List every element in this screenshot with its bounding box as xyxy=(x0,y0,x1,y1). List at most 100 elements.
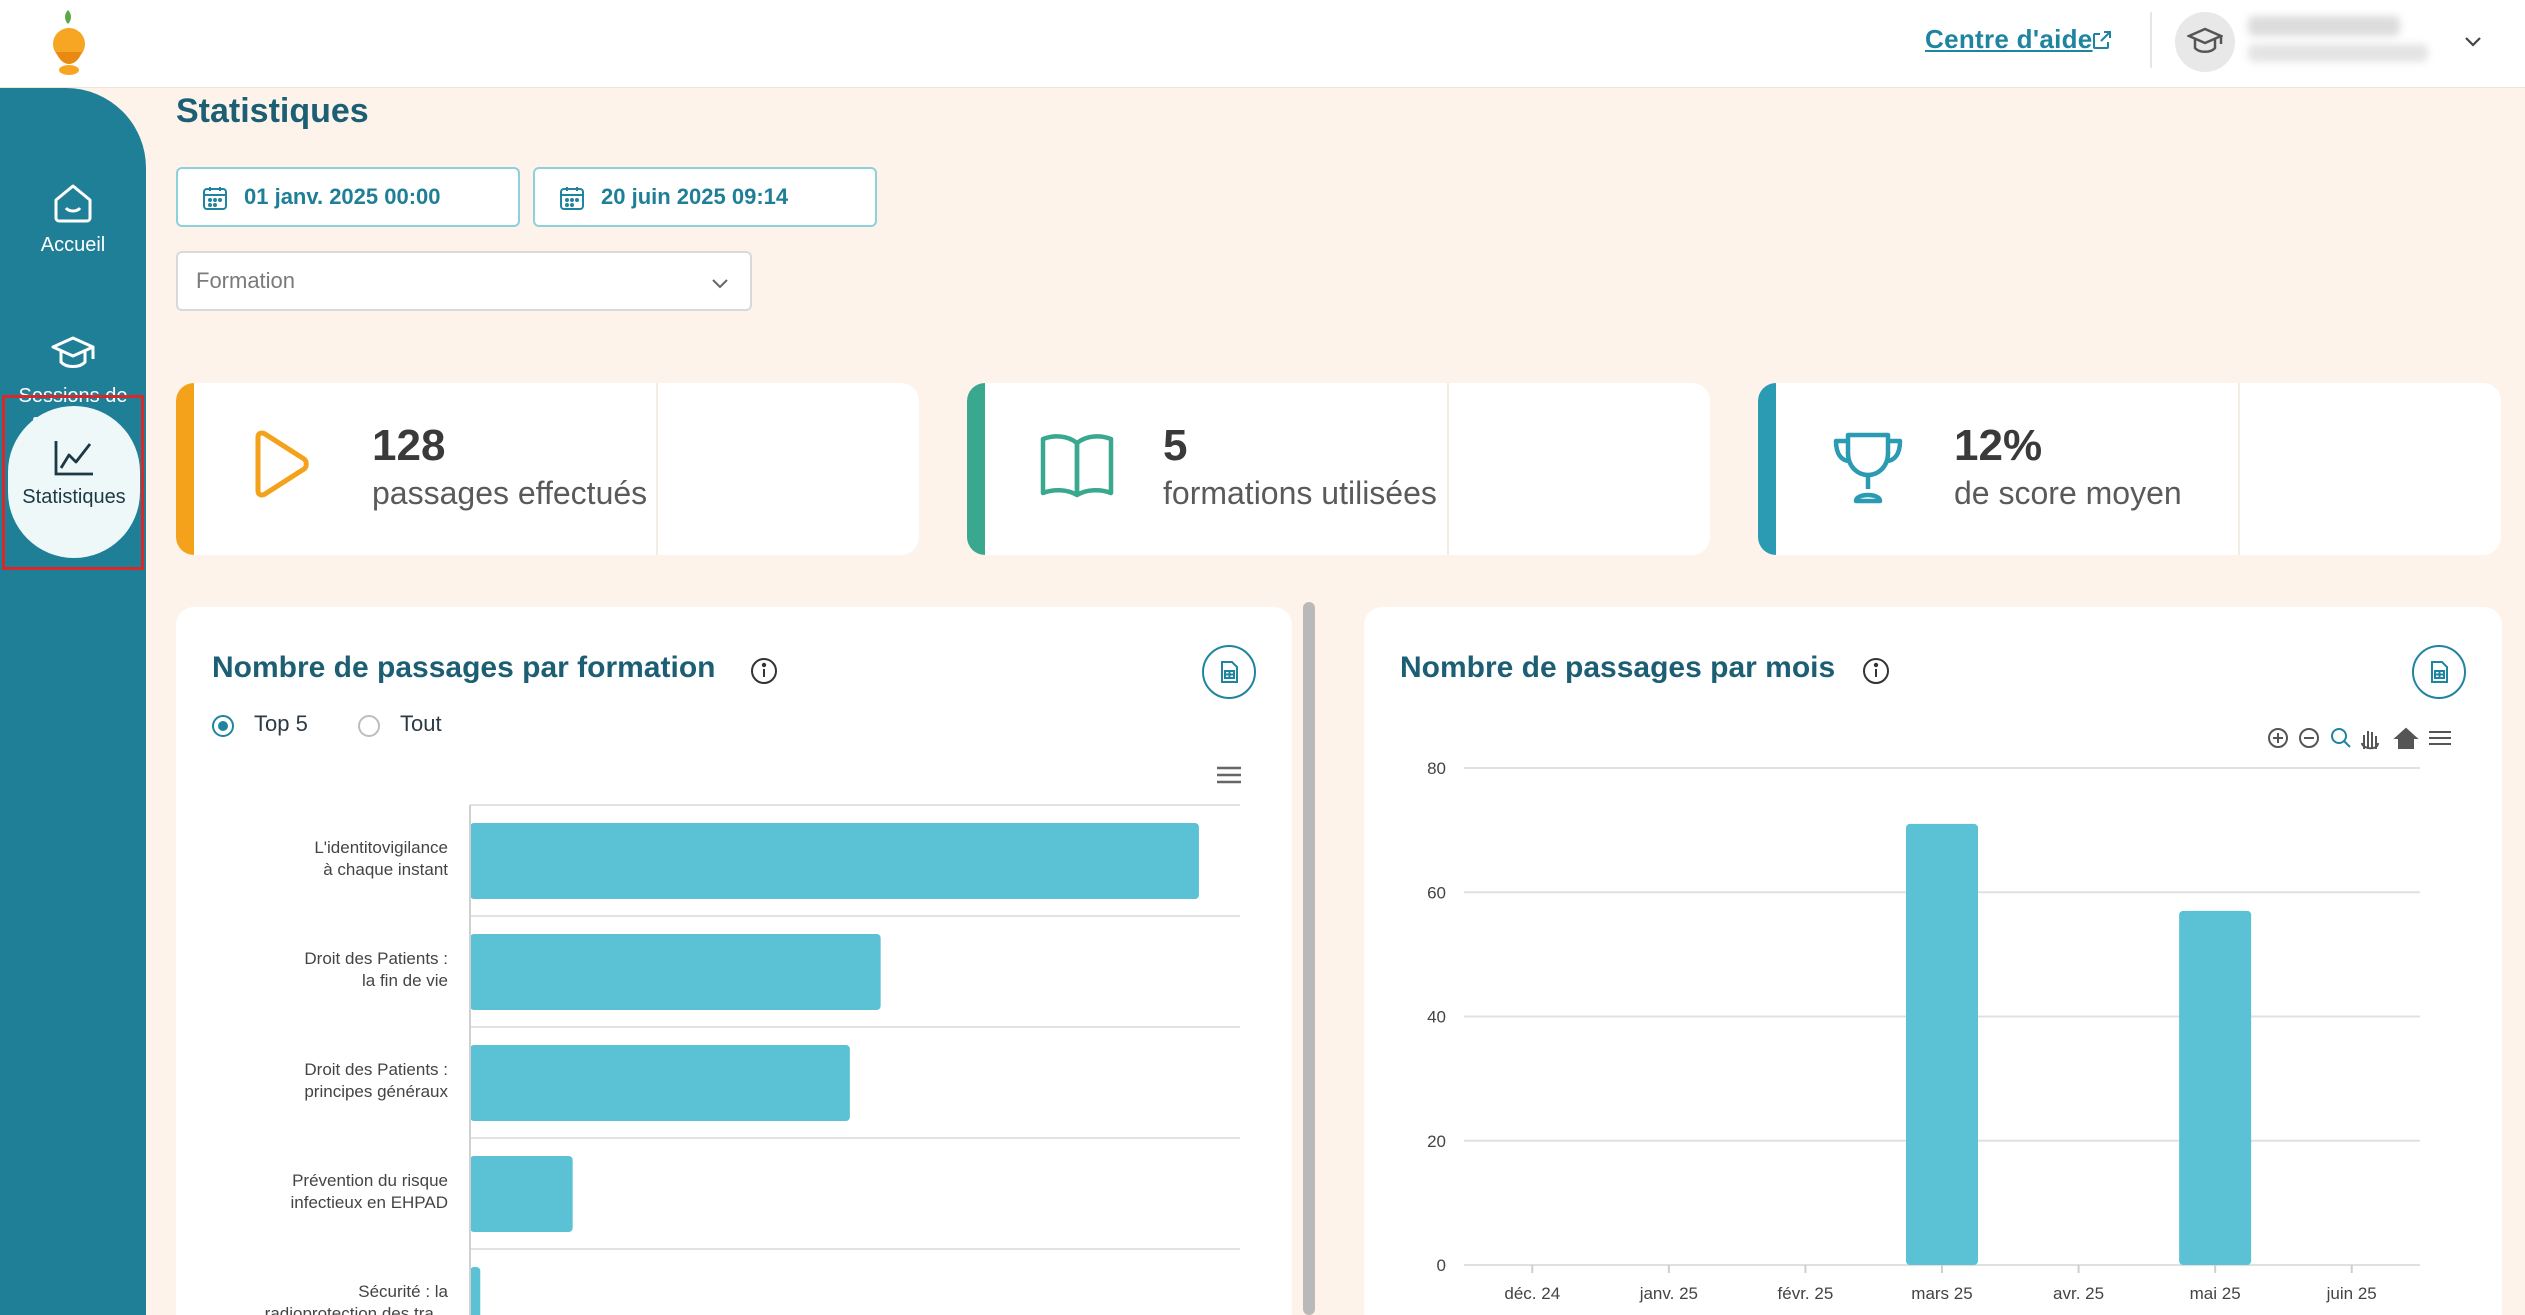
kpi-divider xyxy=(656,383,658,555)
bar xyxy=(470,1045,850,1121)
trophy-icon xyxy=(1833,432,1903,504)
radio-all-label: Tout xyxy=(400,711,442,736)
sidebar-item-label: Statistiques xyxy=(22,486,126,508)
category-label: L'identitovigilance xyxy=(314,838,448,857)
spreadsheet-icon xyxy=(1221,661,1238,683)
category-label: Droit des Patients : xyxy=(304,1060,448,1079)
kpi-accent-bar xyxy=(1758,383,1776,555)
category-label: la fin de vie xyxy=(362,971,448,990)
scrollbar-thumb[interactable] xyxy=(1303,602,1315,1315)
category-label: Prévention du risque xyxy=(292,1171,448,1190)
book-icon xyxy=(1040,434,1114,498)
chart-menu-icon[interactable] xyxy=(1216,765,1242,785)
chart-toolbar xyxy=(2268,727,2451,750)
end-date-value: 20 juin 2025 09:14 xyxy=(601,184,789,209)
kpi-card-formations: 5 formations utilisées xyxy=(967,383,1710,555)
bar xyxy=(470,1267,481,1315)
bar xyxy=(2179,910,2252,1265)
category-label: à chaque instant xyxy=(323,860,448,879)
formation-select[interactable]: Formation xyxy=(176,251,752,311)
kpi-label: de score moyen xyxy=(1954,475,2182,511)
category-label: Sécurité : la xyxy=(358,1282,448,1301)
kpi-value: 128 xyxy=(372,421,446,470)
kpi-divider xyxy=(2238,383,2240,555)
formation-select-placeholder: Formation xyxy=(196,268,296,293)
reset-home-icon[interactable] xyxy=(2393,727,2419,749)
kpi-divider xyxy=(1447,383,1449,555)
y-tick-label: 20 xyxy=(1427,1132,1446,1151)
y-tick-label: 0 xyxy=(1437,1256,1446,1275)
export-spreadsheet-button[interactable] xyxy=(1202,645,1256,699)
help-center-link[interactable]: Centre d'aide xyxy=(1925,24,2093,54)
zoom-in-icon[interactable] xyxy=(2268,728,2288,748)
page-title: Statistiques xyxy=(176,92,369,130)
category-label: radioprotection des tra... xyxy=(265,1304,448,1315)
info-icon[interactable] xyxy=(750,657,778,685)
kpi-accent-bar xyxy=(176,383,194,555)
start-date-picker[interactable]: 01 janv. 2025 00:00 xyxy=(176,167,520,227)
sidebar-item-statistiques[interactable]: Statistiques xyxy=(8,406,140,558)
avatar[interactable] xyxy=(2175,12,2235,72)
x-tick-label: avr. 25 xyxy=(2053,1284,2104,1303)
x-tick-label: mars 25 xyxy=(1911,1284,1972,1303)
bar xyxy=(1906,823,1978,1265)
bar xyxy=(470,1156,573,1232)
sidebar: Accueil Sessions de formation xyxy=(0,88,146,1315)
x-tick-label: mai 25 xyxy=(2190,1284,2241,1303)
kpi-label: formations utilisées xyxy=(1163,475,1437,511)
chart-panel-per-formation: Nombre de passages par formation Top 5 T… xyxy=(176,607,1292,1315)
chart-title: Nombre de passages par mois xyxy=(1400,651,1836,684)
export-spreadsheet-button[interactable] xyxy=(2412,645,2466,699)
kpi-label: passages effectués xyxy=(372,475,648,511)
chart-line-icon xyxy=(54,441,93,476)
radio-top5[interactable] xyxy=(212,715,234,737)
chevron-down-icon xyxy=(712,279,728,289)
kpi-accent-bar xyxy=(967,383,985,555)
x-tick-label: juin 25 xyxy=(2326,1284,2377,1303)
top-header: Centre d'aide xyxy=(0,0,2525,88)
radio-top5-label: Top 5 xyxy=(254,711,308,736)
chevron-down-icon[interactable] xyxy=(2462,30,2484,52)
horizontal-bar-chart: L'identitovigilance à chaque instant Droit… xyxy=(265,804,1240,1315)
calendar-icon xyxy=(560,187,584,210)
sidebar-item-label: Accueil xyxy=(40,234,106,256)
home-icon xyxy=(54,184,92,223)
zoom-out-icon[interactable] xyxy=(2299,728,2319,748)
x-tick-label: déc. 24 xyxy=(1504,1284,1560,1303)
user-org-blurred xyxy=(2248,44,2428,62)
spreadsheet-icon xyxy=(2431,661,2448,683)
play-icon xyxy=(255,430,309,498)
y-tick-label: 40 xyxy=(1427,1008,1446,1027)
x-tick-label: févr. 25 xyxy=(1778,1284,1834,1303)
kpi-card-passages: 128 passages effectués xyxy=(176,383,919,555)
x-tick-label: janv. 25 xyxy=(1639,1284,1698,1303)
end-date-picker[interactable]: 20 juin 2025 09:14 xyxy=(533,167,877,227)
category-label: Droit des Patients : xyxy=(304,949,448,968)
pan-hand-icon[interactable] xyxy=(2361,731,2379,750)
bar xyxy=(470,823,1199,899)
info-icon[interactable] xyxy=(1862,657,1890,685)
start-date-value: 01 janv. 2025 00:00 xyxy=(244,184,441,209)
vertical-bar-chart: 0 20 40 60 80 déc. 24 janv. 25 févr. 25 mars 25 a… xyxy=(1427,759,2420,1303)
active-item-highlight xyxy=(2,395,144,570)
chart-panel-per-month: 0 20 40 60 80 déc. 24 janv. 25 févr. 25 mars 25 a… xyxy=(1364,607,2502,1315)
y-tick-label: 80 xyxy=(1427,759,1446,778)
bar xyxy=(470,934,881,1010)
kpi-value: 12% xyxy=(1954,421,2043,470)
orange-fruit-logo[interactable] xyxy=(44,6,94,80)
category-label: principes généraux xyxy=(304,1082,448,1101)
y-tick-label: 60 xyxy=(1427,883,1446,902)
external-link-icon xyxy=(2093,31,2111,49)
kpi-value: 5 xyxy=(1163,421,1188,470)
chart-menu-icon[interactable] xyxy=(2429,731,2451,745)
header-divider xyxy=(2150,12,2152,68)
kpi-card-score: 12% de score moyen xyxy=(1758,383,2501,555)
radio-all[interactable] xyxy=(358,715,380,737)
chart-title: Nombre de passages par formation xyxy=(212,651,716,684)
user-name-blurred xyxy=(2248,16,2400,36)
graduation-cap-icon xyxy=(2187,27,2223,53)
sidebar-item-accueil[interactable]: Accueil xyxy=(0,180,146,260)
magnifier-zoom-icon[interactable] xyxy=(2331,728,2351,748)
calendar-icon xyxy=(203,187,227,210)
graduation-cap-icon xyxy=(51,336,95,368)
